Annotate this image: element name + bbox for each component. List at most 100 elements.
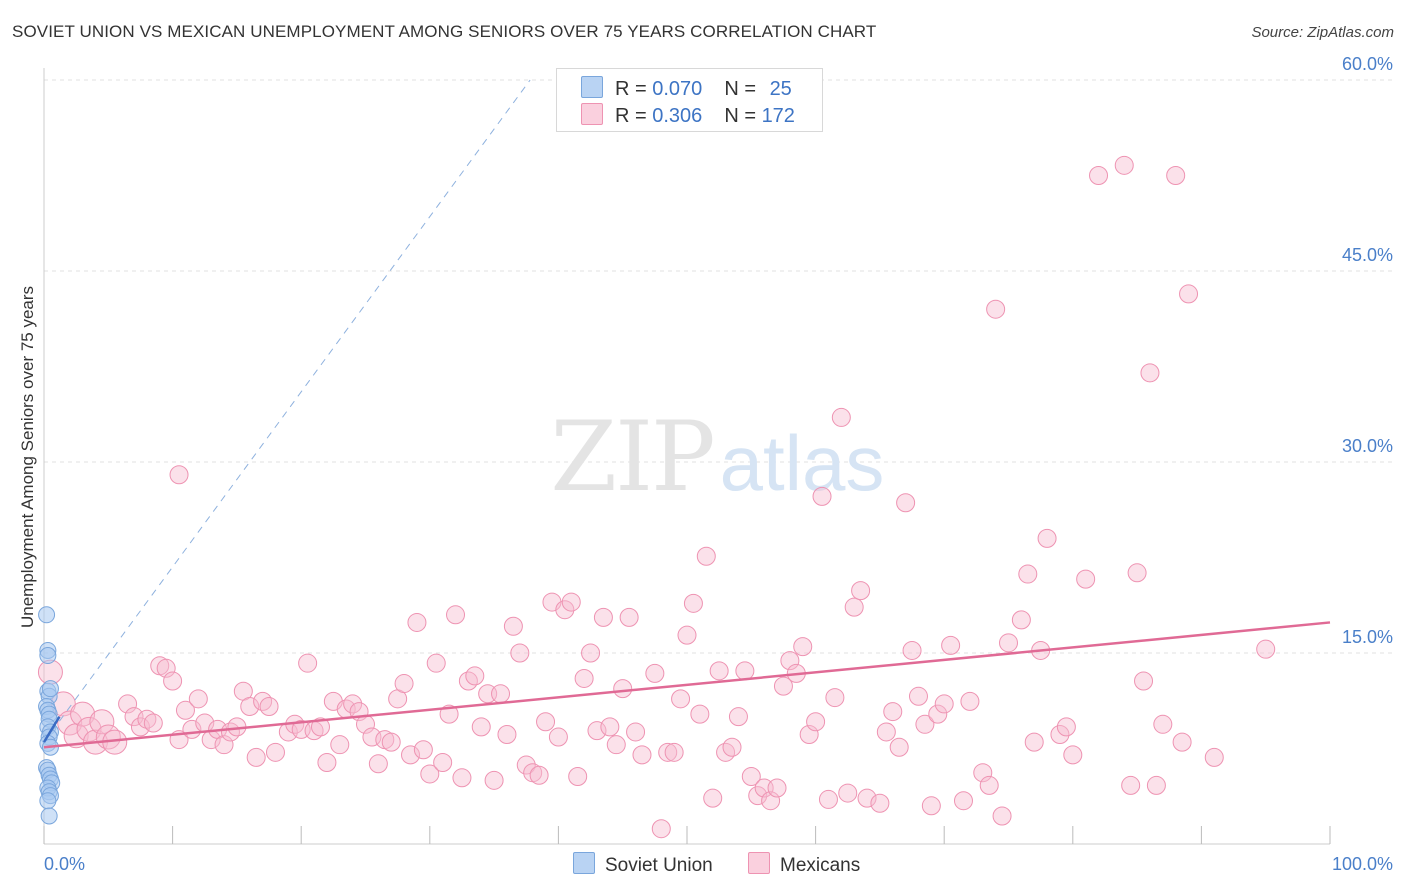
source-credit: Source: ZipAtlas.com	[1251, 24, 1394, 41]
mexicans-point	[381, 732, 401, 752]
mexicans-point	[497, 724, 517, 744]
watermark-zip: ZIP	[550, 401, 713, 513]
soviet-union-point	[39, 792, 57, 810]
mexicans-point	[960, 691, 980, 711]
mexicans-point	[76, 716, 102, 742]
mexicans-point	[452, 768, 472, 788]
mexicans-point	[491, 684, 511, 704]
mexicans-point	[703, 788, 723, 808]
mexicans-point	[401, 745, 421, 765]
mexicans-point	[606, 735, 626, 755]
mexicans-point	[818, 789, 838, 809]
mexicans-point	[574, 668, 594, 688]
mexicans-point	[979, 775, 999, 795]
mexicans-point	[921, 796, 941, 816]
watermark-atlas: atlas	[720, 419, 885, 507]
mexicans-point	[683, 593, 703, 613]
mexicans-legend-swatch	[748, 852, 770, 874]
mexicans-point	[368, 754, 388, 774]
mexicans-point	[163, 671, 183, 691]
mexicans-point	[851, 581, 871, 601]
mexicans-point	[780, 651, 800, 671]
mexicans-point	[548, 727, 568, 747]
mexicans-point	[677, 625, 697, 645]
mexicans-point	[169, 465, 189, 485]
mexicans-r-value: 0.306	[652, 105, 703, 127]
mexicans-point	[1018, 564, 1038, 584]
soviet-n-value: 25	[769, 78, 792, 100]
soviet-swatch	[581, 76, 603, 98]
mexicans-point	[330, 735, 350, 755]
mexicans-point	[130, 717, 150, 737]
mexicans-point	[632, 745, 652, 765]
mexicans-point	[57, 710, 83, 736]
legend-item-mexicans[interactable]: Mexicans	[748, 852, 860, 877]
mexicans-point	[1146, 775, 1166, 795]
mexicans-point	[156, 658, 176, 678]
mexicans-trend-line	[43, 621, 1331, 749]
mexicans-point	[870, 793, 890, 813]
mexicans-point	[973, 763, 993, 783]
legend-item-soviet-union[interactable]: Soviet Union	[573, 852, 713, 877]
grid-layer	[44, 79, 1392, 654]
mexicans-point	[812, 486, 832, 506]
mexicans-point	[484, 770, 504, 790]
soviet-union-point	[38, 606, 56, 624]
mexicans-point	[1089, 166, 1109, 185]
mexicans-point	[844, 597, 864, 617]
mexicans-point	[761, 791, 781, 811]
mexicans-point	[1076, 569, 1096, 589]
mexicans-point	[600, 717, 620, 737]
mexicans-point	[529, 765, 549, 785]
mexicans-point	[413, 740, 433, 760]
mexicans-point	[953, 791, 973, 811]
soviet-n-label: N =	[724, 78, 756, 100]
mexicans-point	[503, 616, 523, 636]
mexicans-point	[246, 747, 266, 767]
y-tick-label: 60.0%	[1342, 54, 1393, 74]
mexicans-point	[265, 742, 285, 762]
mexicans-point	[741, 767, 761, 787]
mexicans-point	[902, 640, 922, 660]
mexicans-point	[696, 546, 716, 566]
mexicans-point	[645, 663, 665, 683]
mexicans-point	[799, 724, 819, 744]
mexicans-point	[420, 764, 440, 784]
mexicans-legend-label: Mexicans	[780, 855, 861, 876]
mexicans-point	[426, 653, 446, 673]
mexicans-point	[175, 700, 195, 720]
mexicans-n-label: N =	[724, 105, 756, 127]
y-tick-label: 15.0%	[1342, 627, 1393, 647]
mexicans-point	[671, 689, 691, 709]
mexicans-point	[1172, 732, 1192, 752]
mexicans-point	[857, 788, 877, 808]
mexicans-point	[516, 755, 536, 775]
mexicans-point	[999, 633, 1018, 653]
mexicans-points	[37, 155, 1276, 839]
mexicans-point	[773, 676, 793, 696]
mexicans-point	[941, 635, 961, 655]
mexicans-point	[407, 612, 427, 632]
mexicans-point	[1179, 284, 1199, 304]
mexicans-point	[896, 493, 916, 513]
mexicans-point	[593, 607, 613, 627]
mexicans-point	[651, 819, 671, 839]
mexicans-point	[465, 666, 485, 686]
mexicans-point	[555, 600, 575, 620]
mexicans-point	[458, 671, 478, 691]
mexicans-point	[1166, 166, 1186, 185]
mexicans-swatch	[581, 103, 603, 125]
mexicans-point	[1114, 155, 1134, 175]
mexicans-point	[908, 686, 928, 706]
soviet-union-trend-line	[42, 716, 61, 743]
mexicans-point	[992, 806, 1012, 826]
mexicans-point	[581, 643, 601, 663]
mexicans-point	[722, 737, 742, 757]
mexicans-point	[298, 653, 318, 673]
mexicans-point	[568, 767, 588, 787]
mexicans-point	[1056, 717, 1076, 737]
mexicans-point	[915, 714, 935, 734]
mexicans-point	[317, 753, 337, 773]
soviet-r-label: R =	[615, 78, 647, 100]
